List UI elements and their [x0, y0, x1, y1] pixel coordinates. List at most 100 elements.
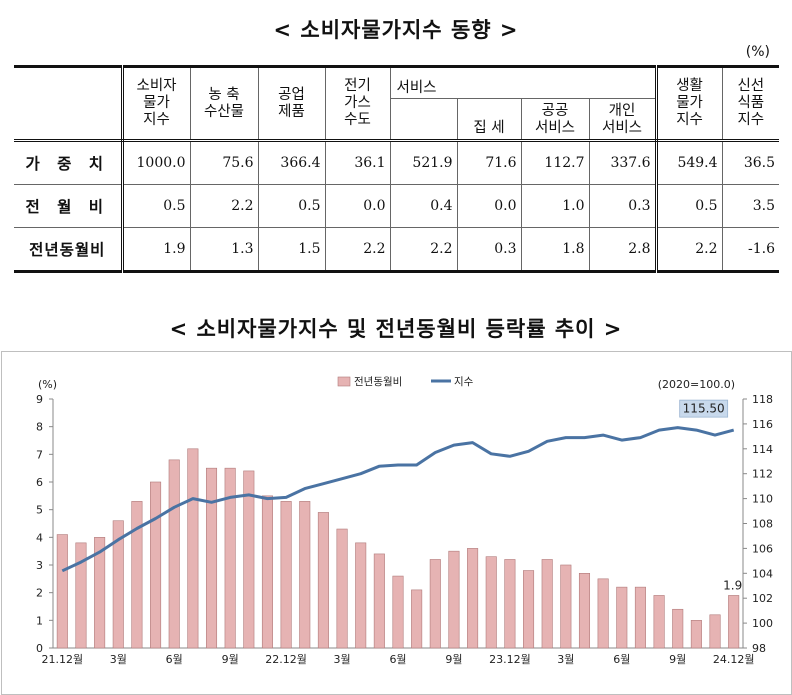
header-cpi: 소비자 물가 지수 — [121, 65, 191, 142]
bar — [168, 459, 180, 649]
bar — [94, 537, 106, 649]
chart-title: < 소비자물가지수 및 전년동월비 등락률 추이 > — [169, 317, 623, 341]
y-left-tick-label: 2 — [36, 587, 43, 600]
table-cell: 521.9 — [389, 140, 458, 185]
bar — [728, 595, 740, 649]
x-tick-label: 3월 — [110, 653, 127, 666]
table-cell: 0.0 — [324, 184, 391, 228]
table-cell: 2.2 — [324, 227, 391, 273]
header-industrial: 공업 제품 — [257, 65, 326, 142]
bar — [429, 559, 441, 649]
table-cell: 71.6 — [456, 140, 522, 185]
cpi-summary-table: 소비자 물가 지수 농 축 수산물 공업 제품 전기 가스 수도 서비스 생활 물가 지수 신선… — [14, 65, 780, 273]
table-cell: 0.3 — [456, 227, 522, 273]
table-cell: 1.0 — [520, 184, 590, 228]
y-left-tick-label: 9 — [36, 393, 43, 406]
table-cell: 1.5 — [257, 227, 326, 273]
bar — [224, 467, 236, 649]
bar — [616, 586, 628, 649]
bar — [187, 448, 199, 649]
table-cell: 36.5 — [721, 140, 780, 185]
bar — [355, 542, 367, 649]
y-left-tick-label: 3 — [36, 559, 43, 572]
table-cell: 2.2 — [389, 227, 458, 273]
bar — [709, 614, 721, 649]
bar — [299, 501, 311, 649]
y-left-tick-label: 8 — [36, 421, 43, 434]
y-left-tick-label: 7 — [36, 448, 43, 461]
table-cell: 0.0 — [456, 184, 522, 228]
x-tick-label: 9월 — [445, 653, 462, 666]
table-cell: 0.5 — [121, 184, 191, 228]
header-living: 생활 물가 지수 — [654, 65, 723, 142]
table-cell: 337.6 — [588, 140, 657, 185]
y-right-unit-label: (2020=100.0) — [658, 378, 735, 391]
x-tick-label: 9월 — [669, 653, 686, 666]
bar — [131, 501, 143, 649]
x-tick-label: 24.12월 — [713, 653, 755, 666]
bar — [448, 550, 460, 649]
table-cell: 0.3 — [588, 184, 657, 228]
legend-bar-label: 전년동월비 — [354, 376, 402, 388]
bar — [392, 575, 404, 649]
x-tick-label: 6월 — [166, 653, 183, 666]
bar — [578, 573, 591, 649]
bar — [112, 520, 124, 649]
table-cell: 0.4 — [389, 184, 458, 228]
bar — [243, 470, 255, 649]
y-right-tick-label: 116 — [752, 418, 773, 431]
bar — [75, 542, 87, 649]
header-services-blank — [390, 98, 458, 142]
bar — [485, 556, 497, 649]
table-row: 전 월 비 0.5 2.2 0.5 0.0 0.4 0.0 1.0 0.3 0.5 3.5 — [14, 184, 780, 228]
header-agri: 농 축 수산물 — [189, 65, 259, 142]
header-utilities: 전기 가스 수도 — [324, 65, 391, 142]
bar — [411, 589, 423, 649]
table-title: < 소비자물가지수 동향 > — [273, 18, 519, 42]
x-tick-label: 21.12월 — [42, 653, 84, 666]
cpi-chart: 0 1 2 3 4 5 6 7 8 9 98 100 102 104 106 108 110 112 114 116 1… — [36, 376, 773, 666]
table-cell: 549.4 — [654, 140, 723, 185]
y-right-tick-label: 106 — [752, 542, 773, 555]
bar — [523, 570, 535, 649]
table-cell: 2.2 — [654, 227, 723, 273]
table-cell: 0.5 — [654, 184, 723, 228]
table-cell: -1.6 — [721, 227, 780, 273]
bar — [560, 564, 572, 649]
x-tick-label: 6월 — [389, 653, 406, 666]
x-tick-label: 23.12월 — [489, 653, 531, 666]
bar — [690, 620, 702, 649]
header-fresh: 신선 식품 지수 — [721, 65, 780, 142]
x-tick-label: 6월 — [613, 653, 630, 666]
table-cell: 1.3 — [189, 227, 259, 273]
table-cell: 112.7 — [520, 140, 590, 185]
bar — [280, 501, 292, 649]
header-private-services: 개인 서비스 — [588, 98, 657, 142]
y-left-tick-label: 5 — [36, 504, 43, 517]
table-row: 가 중 치 1000.0 75.6 366.4 36.1 521.9 71.6 112.7 33… — [14, 140, 780, 185]
bar — [634, 586, 646, 649]
y-right-tick-label: 104 — [752, 567, 773, 580]
bar — [150, 481, 162, 649]
last-rate-label: 1.9 — [723, 578, 742, 592]
bar — [336, 528, 348, 649]
y-right-tick-label: 118 — [752, 393, 773, 406]
chart-area: 0 1 2 3 4 5 6 7 8 9 98 100 102 104 106 108 110 112 114 116 1… — [1, 351, 792, 695]
y-right-tick-label: 114 — [752, 443, 773, 456]
x-tick-label: 9월 — [222, 653, 239, 666]
legend-line-label: 지수 — [454, 376, 474, 388]
y-left-tick-label: 0 — [36, 642, 43, 655]
table-cell: 1.9 — [121, 227, 191, 273]
table-cell: 36.1 — [324, 140, 391, 185]
table-row: 전년동월비 1.9 1.3 1.5 2.2 2.2 0.3 1.8 2.8 2.2 -1.6 — [14, 227, 780, 273]
row-label: 전 월 비 — [14, 184, 124, 228]
y-right-tick-label: 110 — [752, 493, 773, 506]
last-index-box — [679, 399, 729, 418]
header-rent: 집 세 — [456, 98, 522, 142]
row-label: 전년동월비 — [14, 227, 124, 273]
y-left-tick-label: 6 — [36, 476, 43, 489]
y-right-tick-label: 100 — [752, 617, 773, 630]
bar — [597, 578, 609, 649]
bar — [467, 548, 479, 649]
x-tick-label: 3월 — [557, 653, 574, 666]
